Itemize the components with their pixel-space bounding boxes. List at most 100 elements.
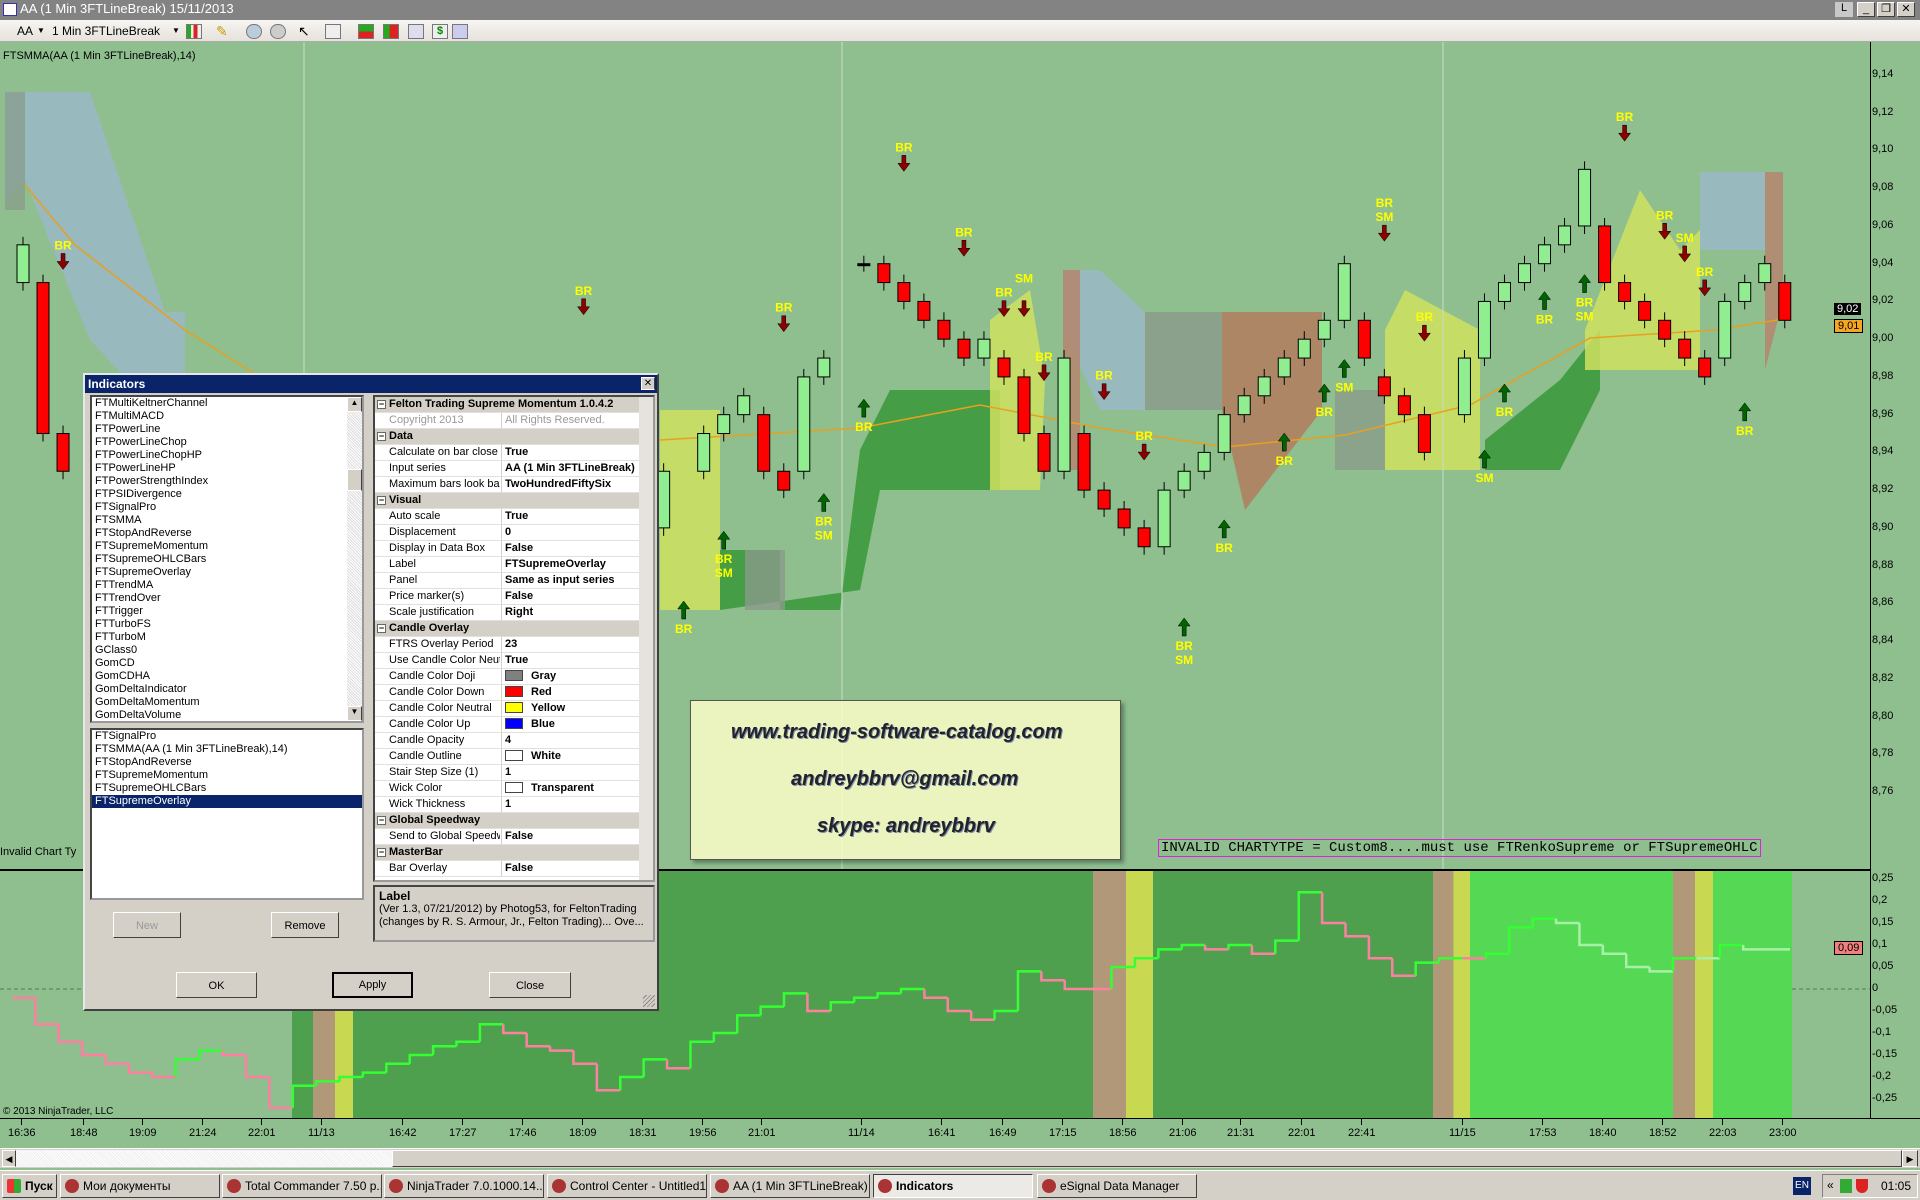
tray-expand-icon[interactable]: «: [1827, 1178, 1834, 1192]
indicator-list-item[interactable]: GomDeltaMomentum: [95, 696, 200, 708]
language-indicator[interactable]: EN: [1793, 1177, 1811, 1195]
property-category[interactable]: − Data: [375, 429, 653, 445]
taskbar-button[interactable]: Total Commander 7.50 p...: [222, 1174, 382, 1198]
indicator-list-item[interactable]: FTPSIDivergence: [95, 488, 182, 500]
indicator-list-item[interactable]: GomDeltaIndicator: [95, 683, 187, 695]
security-shield-icon[interactable]: [1856, 1179, 1868, 1193]
indicator-list-item[interactable]: FTStopAndReverse: [95, 527, 192, 539]
magnifier-icon[interactable]: [325, 24, 341, 39]
property-row[interactable]: Candle Color Up Blue: [375, 717, 653, 733]
applied-indicator-item[interactable]: FTSupremeOverlay: [92, 795, 362, 808]
property-row[interactable]: Candle Color Doji Gray: [375, 669, 653, 685]
taskbar-button[interactable]: NinjaTrader 7.0.1000.14...: [384, 1174, 544, 1198]
property-value[interactable]: AA (1 Min 3FTLineBreak): [501, 461, 639, 476]
remove-button[interactable]: Remove: [271, 912, 339, 938]
indicator-list-item[interactable]: GomDeltaVolume: [95, 709, 182, 721]
indicator-list-item[interactable]: GomCD: [95, 657, 135, 669]
indicator-list-item[interactable]: FTPowerStrengthIndex: [95, 475, 209, 487]
property-row[interactable]: Panel Same as input series: [375, 573, 653, 589]
applied-indicator-item[interactable]: FTSupremeOHLCBars: [95, 782, 207, 794]
start-button[interactable]: Пуск: [2, 1174, 57, 1198]
property-value[interactable]: TwoHundredFiftySix: [501, 477, 639, 492]
property-row[interactable]: Candle Opacity 4: [375, 733, 653, 749]
network-icon[interactable]: [1840, 1179, 1852, 1193]
scroll-up-icon[interactable]: ▲: [347, 397, 362, 412]
property-value[interactable]: False: [501, 861, 639, 876]
property-value[interactable]: 23: [501, 637, 639, 652]
property-row[interactable]: Auto scale True: [375, 509, 653, 525]
property-value[interactable]: False: [501, 541, 639, 556]
property-category[interactable]: − Felton Trading Supreme Momentum 1.0.4.2: [375, 397, 653, 413]
indicator-list-item[interactable]: GomCDHA: [95, 670, 151, 682]
property-category[interactable]: − MasterBar: [375, 845, 653, 861]
zoom-out-icon[interactable]: [270, 24, 286, 39]
restore-button[interactable]: ❐: [1877, 2, 1895, 17]
property-value[interactable]: Yellow: [501, 701, 639, 716]
scroll-right-icon[interactable]: ▶: [1902, 1150, 1918, 1167]
property-row[interactable]: Display in Data Box False: [375, 541, 653, 557]
taskbar-button[interactable]: Control Center - Untitled1: [547, 1174, 707, 1198]
instrument-dropdown-icon[interactable]: ▼: [37, 26, 45, 35]
indicator-list-item[interactable]: FTMultiKeltnerChannel: [95, 397, 208, 409]
property-row[interactable]: Label FTSupremeOverlay: [375, 557, 653, 573]
property-grid[interactable]: − Felton Trading Supreme Momentum 1.0.4.2…: [373, 395, 655, 882]
property-row[interactable]: Calculate on bar close True: [375, 445, 653, 461]
property-value[interactable]: FTSupremeOverlay: [501, 557, 639, 572]
property-row[interactable]: FTRS Overlay Period 23: [375, 637, 653, 653]
bar-type-icon[interactable]: [186, 24, 202, 39]
applied-indicators-list[interactable]: FTSignalPro FTSMMA(AA (1 Min 3FTLineBreak…: [90, 728, 364, 900]
property-value[interactable]: Right: [501, 605, 639, 620]
property-row[interactable]: Wick Thickness 1: [375, 797, 653, 813]
panel-divider[interactable]: [0, 869, 1870, 871]
scroll-thumb[interactable]: [347, 469, 362, 491]
property-row[interactable]: Displacement 0: [375, 525, 653, 541]
property-row[interactable]: Maximum bars look back TwoHundredFiftySix: [375, 477, 653, 493]
property-value[interactable]: Red: [501, 685, 639, 700]
zoom-in-icon[interactable]: [246, 24, 262, 39]
property-grid-scrollbar[interactable]: [639, 397, 653, 880]
property-value[interactable]: 1: [501, 765, 639, 780]
scroll-left-icon[interactable]: ◀: [2, 1150, 16, 1167]
indicator-list-item[interactable]: FTSMMA: [95, 514, 142, 526]
property-value[interactable]: 1: [501, 797, 639, 812]
collapse-icon[interactable]: −: [377, 623, 386, 633]
ok-button[interactable]: OK: [176, 972, 257, 998]
property-row[interactable]: Candle Color Down Red: [375, 685, 653, 701]
scroll-down-icon[interactable]: ▼: [347, 706, 362, 721]
collapse-icon[interactable]: −: [377, 399, 386, 409]
indicator-list-item[interactable]: FTTrigger: [95, 605, 143, 617]
property-row[interactable]: Bar Overlay False: [375, 861, 653, 877]
indicators-icon[interactable]: [383, 24, 399, 39]
applied-indicator-item[interactable]: FTSignalPro: [95, 730, 157, 742]
indicator-list-item[interactable]: FTSupremeMomentum: [95, 540, 209, 552]
indicator-list-item[interactable]: FTTurboM: [95, 631, 146, 643]
taskbar-button[interactable]: eSignal Data Manager: [1037, 1174, 1197, 1198]
pointer-icon[interactable]: ↖: [298, 23, 310, 39]
indicator-list-item[interactable]: FTPowerLineChop: [95, 436, 187, 448]
property-row[interactable]: Copyright 2013 All Rights Reserved.: [375, 413, 653, 429]
property-value[interactable]: Gray: [501, 669, 639, 684]
instrument-selector[interactable]: AA: [17, 24, 34, 38]
property-value[interactable]: 4: [501, 733, 639, 748]
clock[interactable]: 01:05: [1881, 1179, 1912, 1193]
indicator-list-item[interactable]: FTSupremeOHLCBars: [95, 553, 207, 565]
collapse-icon[interactable]: −: [377, 847, 386, 857]
close-button[interactable]: Close: [489, 972, 571, 998]
property-value[interactable]: False: [501, 589, 639, 604]
property-value[interactable]: False: [501, 829, 639, 844]
new-button[interactable]: New: [113, 912, 181, 938]
indicator-list-item[interactable]: FTTurboFS: [95, 618, 151, 630]
indicator-list-item[interactable]: FTSupremeOverlay: [95, 566, 191, 578]
scroll-thumb[interactable]: [392, 1150, 1902, 1167]
apply-button[interactable]: Apply: [332, 972, 413, 998]
chart-properties-icon[interactable]: [408, 24, 424, 39]
collapse-icon[interactable]: −: [377, 431, 386, 441]
collapse-icon[interactable]: −: [377, 495, 386, 505]
property-row[interactable]: Send to Global Speedway False: [375, 829, 653, 845]
property-category[interactable]: − Visual: [375, 493, 653, 509]
taskbar-button[interactable]: AA (1 Min 3FTLineBreak) ...: [710, 1174, 870, 1198]
indicator-list-item[interactable]: FTTrendOver: [95, 592, 161, 604]
indicator-list-item[interactable]: FTSignalPro: [95, 501, 157, 513]
available-indicators-list[interactable]: FTMultiKeltnerChannel FTMultiMACD FTPowerL…: [90, 395, 364, 723]
minimize-button[interactable]: _: [1857, 2, 1875, 17]
